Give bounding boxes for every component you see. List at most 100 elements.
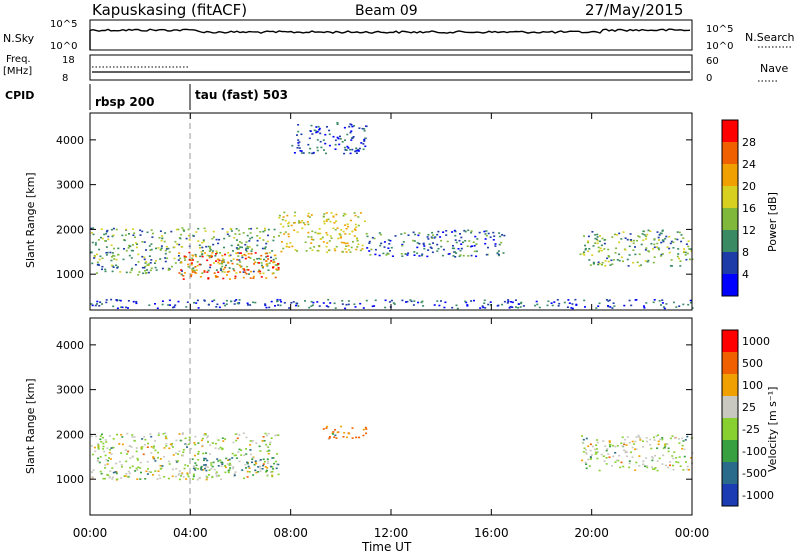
- power-cell: [283, 233, 286, 235]
- power-cell: [346, 145, 349, 148]
- power-cell: [187, 263, 189, 266]
- power-cell: [688, 248, 691, 250]
- power-cell: [168, 299, 171, 302]
- power-cell: [323, 213, 326, 215]
- power-cell: [472, 241, 475, 243]
- power-cell: [147, 263, 150, 265]
- velocity-cell: [205, 478, 208, 481]
- power-cell: [353, 125, 356, 127]
- power-cell: [346, 133, 349, 136]
- velocity-cell: [140, 471, 142, 474]
- power-cell: [272, 239, 275, 242]
- power-cell: [113, 247, 115, 250]
- power-cell: [98, 305, 101, 307]
- velocity-cell: [646, 440, 649, 443]
- velocity-cell: [100, 441, 103, 443]
- power-cell: [198, 244, 201, 247]
- power-cell: [652, 261, 655, 264]
- velocity-cell: [589, 443, 592, 446]
- power-cell: [390, 246, 393, 249]
- velocity-cell: [634, 469, 637, 471]
- power-cell: [650, 242, 653, 245]
- velocity-cell: [136, 478, 139, 480]
- power-cell: [355, 152, 358, 154]
- velocity-cell: [92, 469, 95, 471]
- power-cell: [214, 255, 217, 257]
- power-cell: [253, 263, 256, 265]
- velocity-cell: [135, 467, 138, 470]
- power-cell: [125, 228, 128, 231]
- power-cell: [371, 305, 374, 308]
- power-cell: [476, 238, 479, 240]
- power-cell: [213, 262, 215, 264]
- velocity-cell: [106, 447, 109, 449]
- velocity-cell: [200, 465, 203, 468]
- power-colorbar-label: Power [dB]: [766, 192, 779, 252]
- power-cell: [339, 237, 342, 239]
- power-cell: [458, 239, 461, 242]
- power-cell: [167, 304, 170, 306]
- power-cell: [327, 218, 330, 221]
- power-cell: [429, 246, 432, 249]
- velocity-cell: [186, 473, 189, 476]
- power-cell: [244, 271, 247, 273]
- power-cell: [281, 241, 283, 243]
- power-cell: [103, 233, 106, 236]
- power-cell: [149, 249, 152, 251]
- power-cell: [125, 249, 128, 252]
- power-cell: [357, 243, 360, 246]
- power-cell: [132, 244, 134, 246]
- power-cell: [308, 306, 311, 309]
- power-cell: [290, 302, 293, 304]
- power-cell: [202, 250, 204, 252]
- power-cell: [158, 237, 161, 239]
- power-cell: [394, 235, 397, 237]
- velocity-cell: [617, 459, 620, 462]
- velocity-cell: [644, 465, 646, 468]
- velocity-cell: [178, 478, 181, 481]
- velocity-cell: [221, 437, 224, 439]
- power-cell: [466, 304, 469, 306]
- power-cell: [366, 235, 369, 238]
- power-cell: [246, 234, 249, 237]
- power-cell: [96, 261, 99, 264]
- power-cell: [344, 224, 347, 226]
- power-cell: [238, 299, 241, 301]
- power-cell: [334, 228, 337, 231]
- power-cell: [264, 247, 267, 250]
- power-cell: [356, 240, 359, 242]
- power-cell: [222, 260, 225, 263]
- velocity-cell: [254, 461, 257, 463]
- power-cell: [161, 237, 164, 240]
- power-cell: [147, 264, 150, 267]
- power-cell: [612, 259, 615, 261]
- power-cell: [143, 258, 146, 261]
- velocity-cell: [595, 452, 598, 454]
- power-cell: [669, 242, 672, 245]
- power-cell: [575, 304, 578, 306]
- power-cell: [310, 238, 313, 241]
- power-cell: [596, 233, 599, 236]
- x-tick-label: 08:00: [273, 526, 308, 540]
- power-cell: [130, 257, 133, 259]
- power-cell: [316, 301, 319, 303]
- power-cell: [644, 249, 647, 251]
- power-cell: [583, 254, 586, 256]
- power-cell: [278, 235, 280, 237]
- power-cell: [340, 236, 343, 238]
- x-axis-ticks: 00:00 04:00 08:00 12:00 16:00 20:00 00:00: [73, 113, 709, 540]
- power-cell: [279, 299, 282, 301]
- power-cell: [335, 245, 338, 248]
- velocity-cell: [271, 457, 274, 459]
- velocity-cell: [259, 467, 262, 470]
- velocity-cell: [192, 467, 195, 470]
- velocity-cell: [146, 446, 149, 448]
- velocity-cell: [228, 464, 231, 466]
- power-cell: [137, 261, 140, 263]
- power-cell: [297, 139, 300, 141]
- power-cell: [566, 306, 569, 308]
- velocity-cell: [120, 433, 123, 436]
- power-cell: [274, 254, 277, 257]
- power-cell: [661, 299, 664, 301]
